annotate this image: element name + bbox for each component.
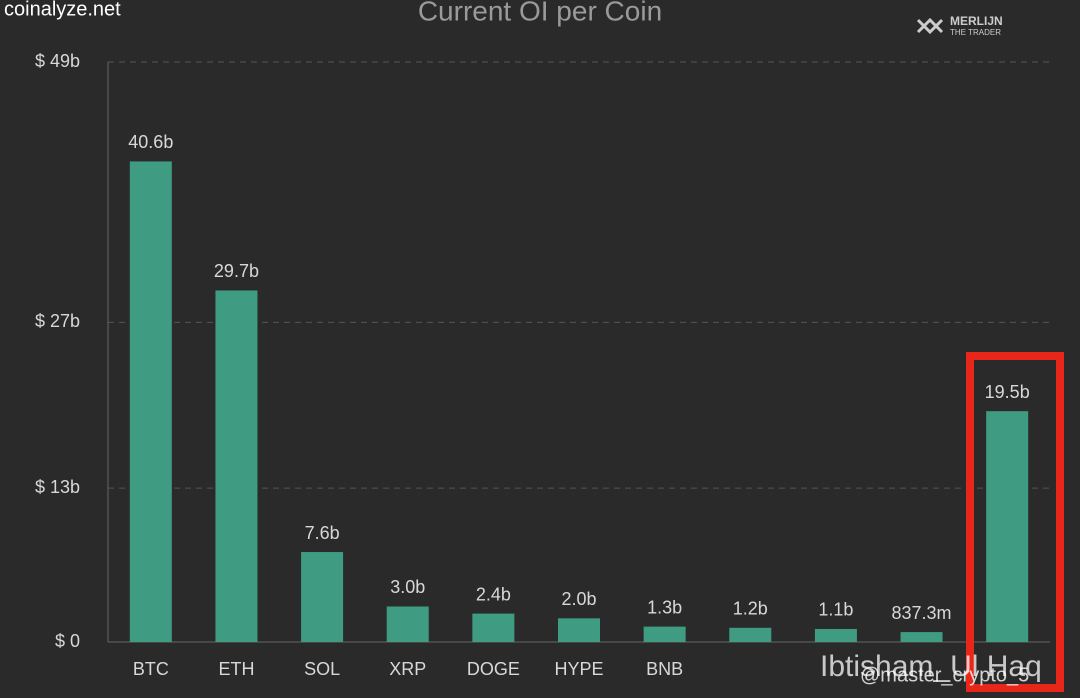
watermark: @master_crypto_5 [860,664,1029,686]
highlight-box [966,352,1064,692]
value-label: 2.4b [476,584,511,604]
x-tick-label: BTC [133,659,169,679]
value-label: 7.6b [305,523,340,543]
y-tick-label: $ 49b [35,51,80,71]
x-tick-label: HYPE [554,659,603,679]
value-label: 3.0b [390,577,425,597]
x-tick-label: DOGE [467,659,520,679]
plot: $ 0 $ 13b $ 27b $ 49b BTC 40.6b ETH 29.7b SOL 7.6… [35,51,1050,679]
bar [729,627,772,642]
chart-title: Current OI per Coin [418,0,662,26]
y-tick-label: $ 27b [35,311,80,331]
bar [472,613,515,642]
value-label: 40.6b [128,132,173,152]
x-tick-label: BNB [646,659,683,679]
bar [129,161,172,642]
value-label: 29.7b [214,261,259,281]
bar [215,290,258,642]
x-tick-label: XRP [389,659,426,679]
value-label: 837.3m [892,603,952,623]
x-tick-label: ETH [218,659,254,679]
value-label: 19.5b [985,382,1030,402]
x-tick-label: SOL [304,659,340,679]
logo: MERLIJN [950,14,1003,28]
bar [558,618,600,642]
bar [900,632,943,642]
watermark: Ibtisham_Ul Haq [820,650,1042,683]
bar [386,606,429,642]
bar [643,626,686,642]
bar [814,628,857,642]
y-tick-label: $ 0 [55,631,80,651]
value-label: 2.0b [561,589,596,609]
value-label: 1.3b [647,597,682,617]
source: coinalyze.net [4,0,121,20]
bar [986,411,1029,642]
y-tick-label: $ 13b [35,477,80,497]
logo-icon [916,17,944,35]
logo-sub: THE TRADER [950,28,1001,37]
value-label: 1.2b [733,599,768,619]
value-label: 1.1b [818,600,853,620]
bar [301,552,344,642]
